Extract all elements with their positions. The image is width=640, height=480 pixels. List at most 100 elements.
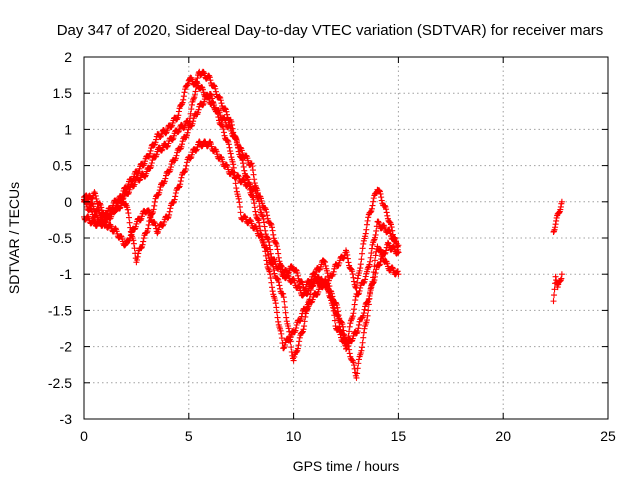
data-point <box>266 268 273 275</box>
data-point <box>161 178 168 185</box>
data-point <box>337 331 344 338</box>
data-point <box>394 268 401 275</box>
data-point <box>259 200 266 207</box>
data-point <box>113 228 120 235</box>
data-point <box>155 226 162 233</box>
data-point <box>187 155 194 162</box>
data-point <box>296 334 303 341</box>
data-point <box>275 279 282 286</box>
data-point <box>92 192 99 199</box>
data-point <box>259 233 266 240</box>
data-point <box>190 118 197 125</box>
data-point <box>305 303 312 310</box>
data-point <box>194 144 201 151</box>
data-point <box>239 157 246 164</box>
data-point <box>360 279 367 286</box>
data-point <box>229 125 236 132</box>
data-point <box>357 265 364 272</box>
data-point <box>275 250 282 257</box>
y-axis-label: SDTVAR / TECUs <box>6 182 22 294</box>
data-point <box>346 350 353 357</box>
data-point <box>206 72 213 79</box>
data-point <box>286 333 293 340</box>
data-point <box>368 245 375 252</box>
data-point <box>334 262 341 269</box>
data-point <box>138 244 145 251</box>
data-point <box>156 189 163 196</box>
data-point <box>151 142 158 149</box>
data-point <box>149 210 156 217</box>
data-point <box>190 95 197 102</box>
data-point <box>198 84 205 91</box>
data-point <box>247 217 254 224</box>
data-point <box>331 312 338 319</box>
data-point <box>325 273 332 280</box>
y-tick-label: -0.5 <box>48 230 72 246</box>
data-point <box>132 223 139 230</box>
data-point <box>272 300 279 307</box>
data-point <box>356 287 363 294</box>
data-point <box>395 271 402 278</box>
data-point <box>551 292 558 299</box>
data-point <box>151 198 158 205</box>
data-point <box>273 309 280 316</box>
data-point <box>127 224 134 231</box>
data-point <box>334 313 341 320</box>
data-point <box>173 152 180 159</box>
tick-layer: 0 5 10 15 20 25 -3 -2.5 -2 -1.5 -1 -0.5 0 0.5 1 1.5 2 <box>48 49 616 444</box>
data-point <box>90 203 97 210</box>
data-point <box>158 147 165 154</box>
data-point <box>126 219 133 226</box>
data-point <box>271 270 278 277</box>
data-point <box>135 250 142 257</box>
data-point <box>184 129 191 136</box>
series-track-f <box>550 271 565 305</box>
data-point <box>294 272 301 279</box>
data-point <box>191 91 198 98</box>
data-point <box>274 275 281 282</box>
y-tick-label: -3 <box>60 411 73 427</box>
data-point <box>220 129 227 136</box>
x-tick-label: 5 <box>185 428 193 444</box>
data-point <box>220 126 227 133</box>
data-point <box>227 148 234 155</box>
data-point <box>116 205 123 212</box>
data-point <box>336 259 343 266</box>
data-point <box>204 142 211 149</box>
data-point <box>368 205 375 212</box>
data-point <box>251 180 258 187</box>
data-point <box>373 227 380 234</box>
data-point <box>193 79 200 86</box>
data-point <box>154 230 161 237</box>
data-point <box>356 267 363 274</box>
data-point <box>145 221 152 228</box>
data-point <box>352 297 359 304</box>
data-point <box>231 169 238 176</box>
data-point <box>378 197 385 204</box>
data-point <box>233 185 240 192</box>
data-point <box>355 360 362 367</box>
data-point <box>131 226 138 233</box>
data-point <box>293 266 300 273</box>
data-point <box>380 222 387 229</box>
data-point <box>354 328 361 335</box>
data-point <box>558 198 565 205</box>
data-point <box>269 260 276 267</box>
data-point <box>164 215 171 222</box>
data-point <box>366 293 373 300</box>
data-point <box>270 231 277 238</box>
data-point <box>140 238 147 245</box>
y-tick-label: 0.5 <box>53 158 73 174</box>
data-point <box>152 139 159 146</box>
data-point <box>384 239 391 246</box>
data-point <box>126 214 133 221</box>
data-point <box>375 218 382 225</box>
data-point <box>312 271 319 278</box>
data-point <box>156 187 163 194</box>
y-tick-label: -1.5 <box>48 302 72 318</box>
data-point <box>175 184 182 191</box>
data-point <box>317 263 324 270</box>
data-point <box>358 256 365 263</box>
data-point <box>359 250 366 257</box>
